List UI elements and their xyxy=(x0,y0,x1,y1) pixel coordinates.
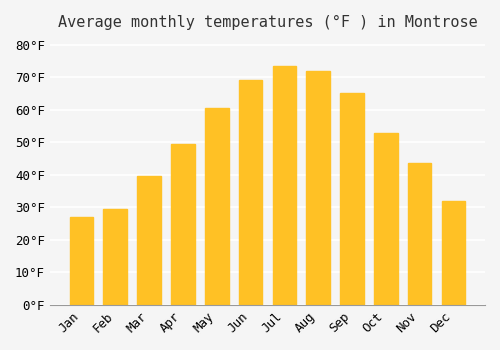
Bar xyxy=(205,108,229,305)
Bar xyxy=(104,209,127,305)
Bar xyxy=(138,176,161,305)
Bar xyxy=(306,71,330,305)
Bar xyxy=(171,144,194,305)
Bar xyxy=(272,66,296,305)
Bar xyxy=(442,201,465,305)
Bar xyxy=(408,163,432,305)
Title: Average monthly temperatures (°F ) in Montrose: Average monthly temperatures (°F ) in Mo… xyxy=(58,15,478,30)
Bar xyxy=(70,217,94,305)
Bar xyxy=(340,93,364,305)
Bar xyxy=(374,133,398,305)
Bar xyxy=(238,80,262,305)
